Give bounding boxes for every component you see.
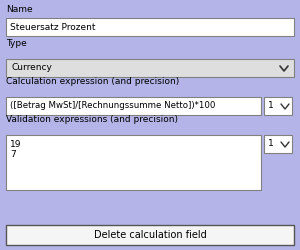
Text: 1: 1 <box>268 140 274 148</box>
Text: 19: 19 <box>10 140 22 149</box>
Text: Calculation expression (and precision): Calculation expression (and precision) <box>6 77 179 86</box>
Bar <box>6 59 294 77</box>
Text: Validation expressions (and precision): Validation expressions (and precision) <box>6 115 178 124</box>
Text: 7: 7 <box>10 150 16 159</box>
Text: ([Betrag MwSt]/[Rechnungssumme Netto])*100: ([Betrag MwSt]/[Rechnungssumme Netto])*1… <box>10 102 215 110</box>
Text: Name: Name <box>6 5 33 14</box>
Text: Currency: Currency <box>11 64 52 72</box>
Bar <box>6 97 261 115</box>
Text: Type: Type <box>6 39 27 48</box>
Bar <box>6 225 294 245</box>
Bar <box>264 97 292 115</box>
Bar <box>6 135 261 190</box>
Bar <box>6 18 294 36</box>
Text: 1: 1 <box>268 102 274 110</box>
Text: Steuersatz Prozent: Steuersatz Prozent <box>10 22 95 32</box>
Bar <box>264 135 292 153</box>
Text: Delete calculation field: Delete calculation field <box>94 230 206 240</box>
